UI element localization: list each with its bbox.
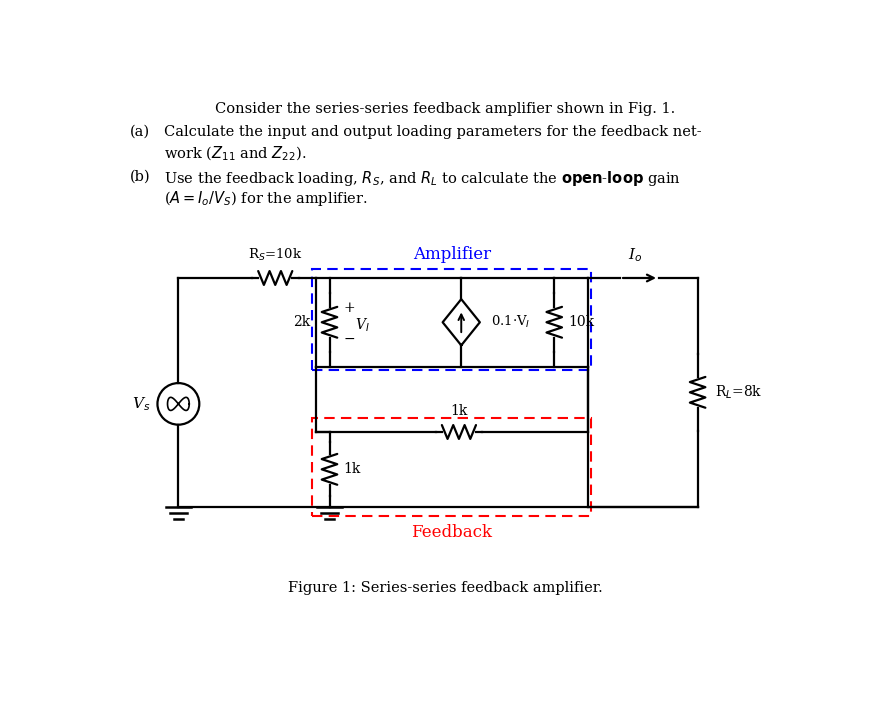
Text: 10k: 10k xyxy=(568,316,594,329)
Text: R$_L$=8k: R$_L$=8k xyxy=(714,383,762,401)
Text: ($A = I_o/V_S$) for the amplifier.: ($A = I_o/V_S$) for the amplifier. xyxy=(164,189,368,208)
Text: 0.1·V$_I$: 0.1·V$_I$ xyxy=(491,314,530,330)
Text: 1k: 1k xyxy=(343,462,361,477)
Text: 2k: 2k xyxy=(293,316,310,329)
Text: Use the feedback loading, $R_S$, and $R_L$ to calculate the $\mathbf{open}$-$\ma: Use the feedback loading, $R_S$, and $R_… xyxy=(164,169,681,189)
Text: 1k: 1k xyxy=(450,404,468,418)
Text: +: + xyxy=(343,301,355,316)
Text: −: − xyxy=(343,333,355,346)
Text: Consider the series-series feedback amplifier shown in Fig. 1.: Consider the series-series feedback ampl… xyxy=(216,102,675,116)
Text: I$_o$: I$_o$ xyxy=(628,246,643,264)
Text: R$_S$=10k: R$_S$=10k xyxy=(248,246,302,263)
Text: work ($Z_{11}$ and $Z_{22}$).: work ($Z_{11}$ and $Z_{22}$). xyxy=(164,145,307,163)
Text: Amplifier: Amplifier xyxy=(413,246,491,263)
Text: (a): (a) xyxy=(130,125,150,139)
Text: V$_I$: V$_I$ xyxy=(355,317,370,334)
Text: Feedback: Feedback xyxy=(411,524,493,541)
Bar xyxy=(313,418,592,516)
Bar xyxy=(313,269,592,371)
Text: Figure 1: Series-series feedback amplifier.: Figure 1: Series-series feedback amplifi… xyxy=(288,581,603,595)
Text: (b): (b) xyxy=(130,169,151,184)
Text: Calculate the input and output loading parameters for the feedback net-: Calculate the input and output loading p… xyxy=(164,125,702,139)
Text: V$_s$: V$_s$ xyxy=(132,395,150,413)
